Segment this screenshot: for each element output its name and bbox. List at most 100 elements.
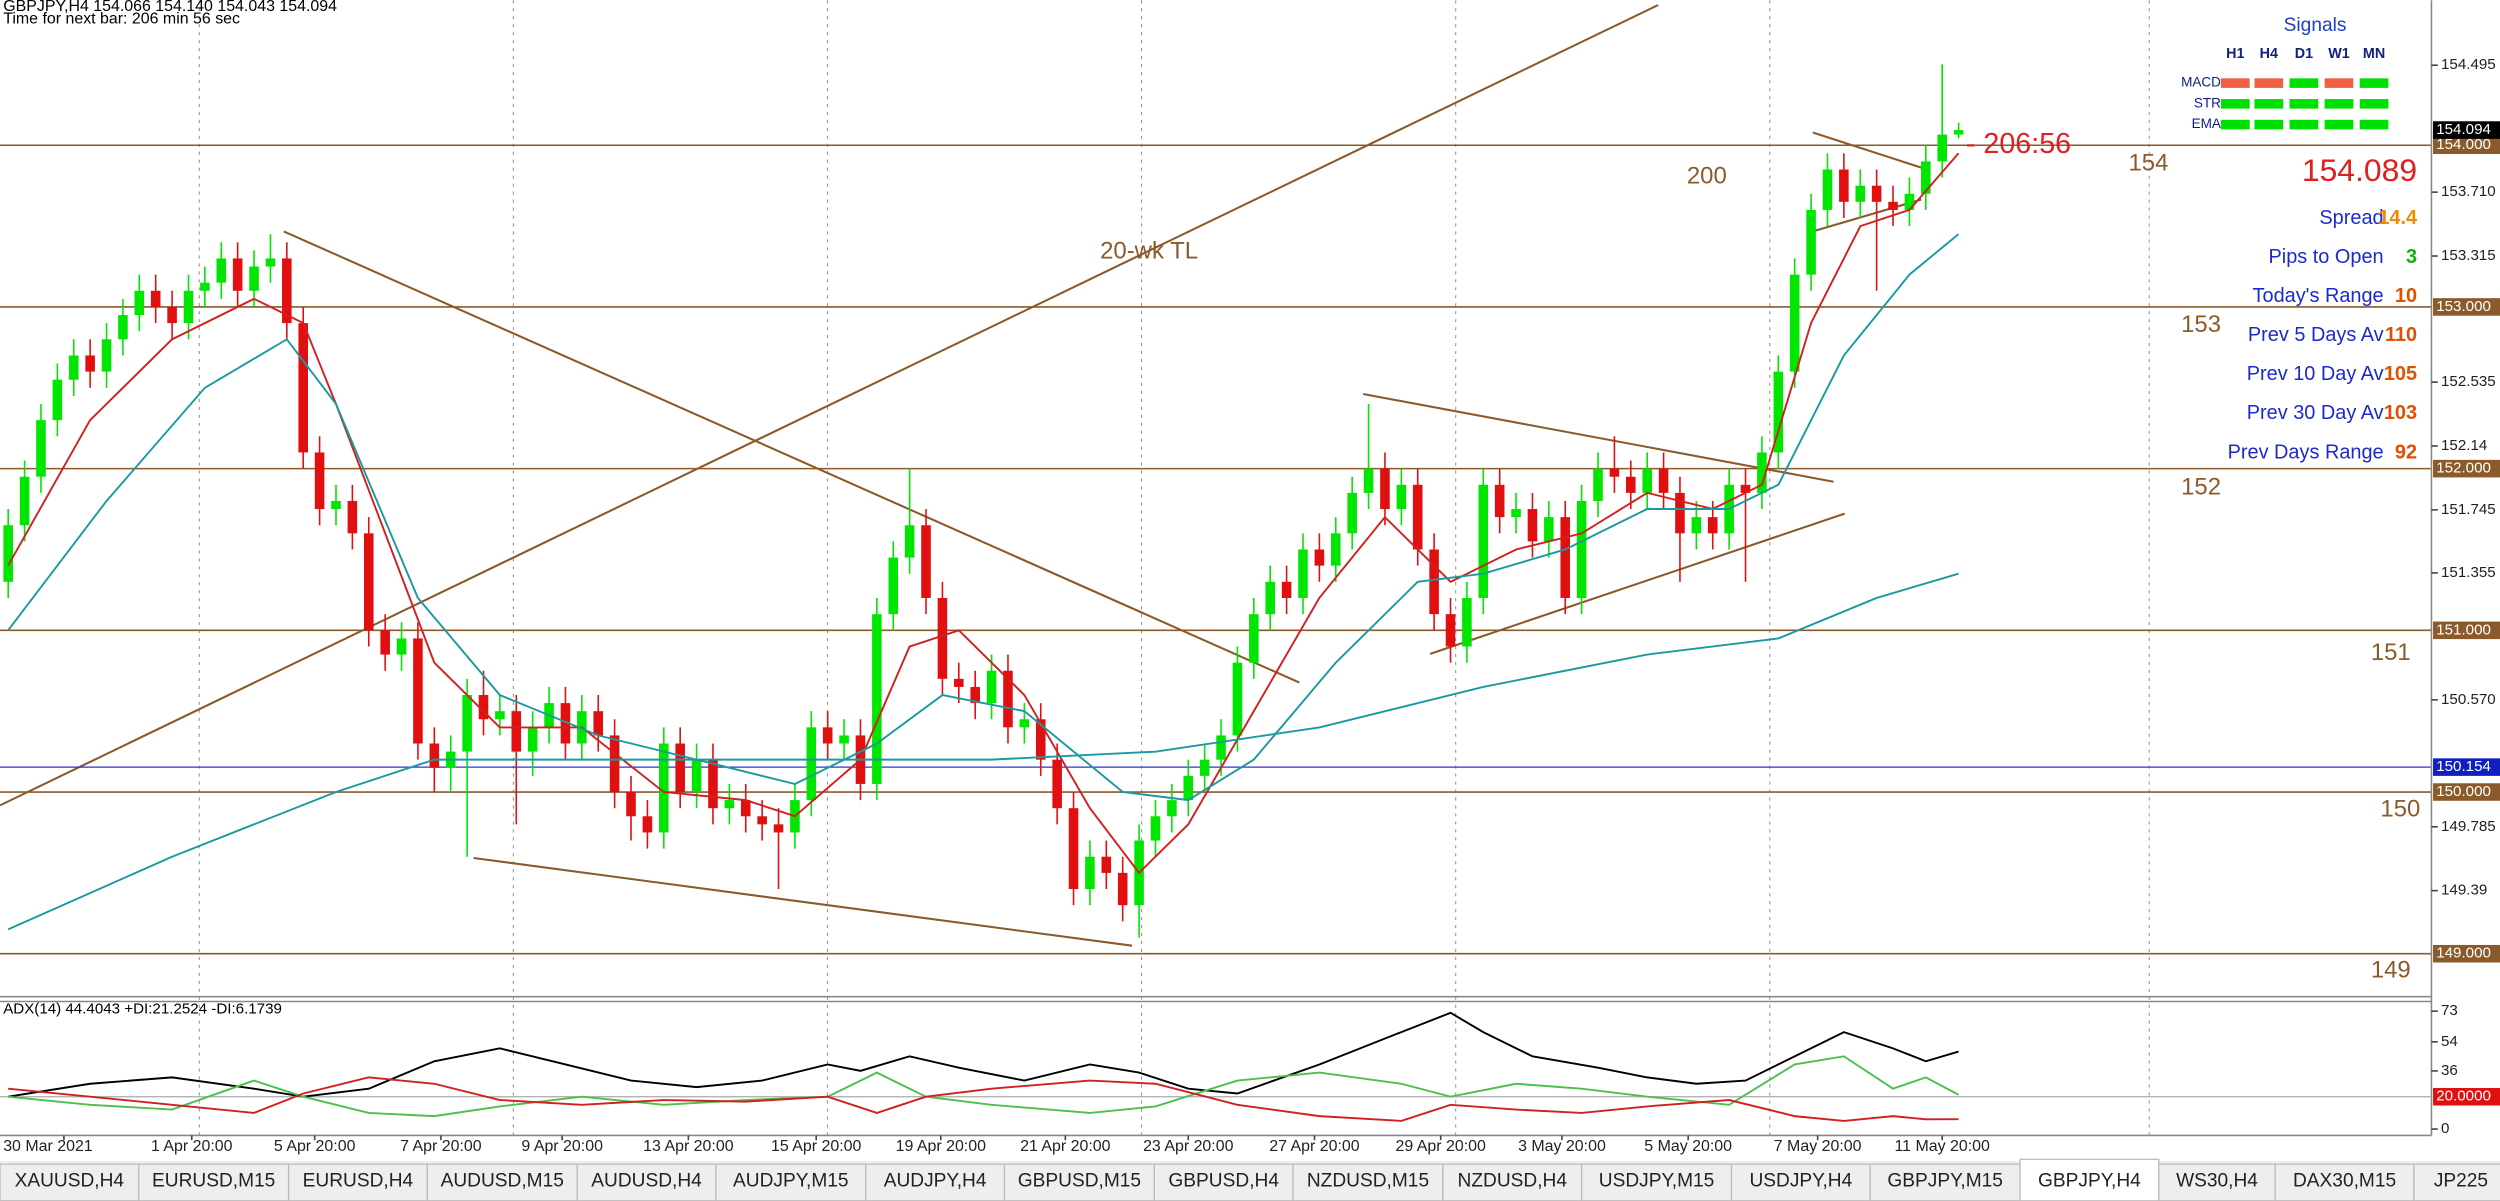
tab-label[interactable]: GBPUSD,H4	[1168, 1171, 1279, 1192]
indicator-level-box	[2433, 1087, 2500, 1106]
candle-body	[1462, 597, 1472, 647]
tab-label[interactable]: USDJPY,H4	[1749, 1171, 1852, 1192]
tab-label[interactable]: XAUUSD,H4	[15, 1171, 125, 1192]
signal-cell	[2254, 99, 2284, 109]
candle-body	[1167, 800, 1177, 817]
candle-body	[478, 695, 489, 720]
info-value: 3	[2406, 246, 2417, 268]
tab-label[interactable]: GBPJPY,M15	[1887, 1171, 2003, 1192]
tab-label[interactable]: WS30,H4	[2176, 1171, 2258, 1192]
candle-body	[527, 727, 538, 752]
tab-label[interactable]: USDJPY,M15	[1599, 1171, 1715, 1192]
x-tick-label: 27 Apr 20:00	[1269, 1138, 1360, 1155]
candle-body	[675, 743, 685, 793]
candle-body	[560, 703, 571, 744]
annotation: 20-wk TL	[1100, 237, 1198, 264]
tab[interactable]	[426, 1163, 578, 1201]
level-label: 150.000	[2436, 783, 2491, 800]
candle-body	[1494, 484, 1505, 518]
candle-body	[1150, 816, 1161, 841]
tab[interactable]	[2019, 1158, 2160, 1201]
candle-body	[101, 339, 112, 372]
tab-label[interactable]: DAX30,M15	[2293, 1171, 2396, 1192]
candle-body	[1396, 484, 1407, 510]
candle-body	[85, 355, 95, 372]
y-tick-label: 151.745	[2441, 501, 2496, 518]
candle-body	[282, 258, 292, 324]
tab-label[interactable]: JP225	[2434, 1171, 2488, 1192]
candle-body	[872, 614, 882, 784]
candle-body	[68, 355, 79, 380]
annotation: 149	[2371, 957, 2411, 984]
tab-label[interactable]: EURUSD,H4	[303, 1171, 414, 1192]
tab[interactable]	[1153, 1163, 1294, 1201]
x-tick-label: 11 May 20:00	[1894, 1138, 1990, 1155]
info-label: Spread	[2319, 207, 2383, 229]
y-tick-label: 154.495	[2441, 56, 2496, 73]
candle-body	[1789, 274, 1800, 372]
overlay-line	[7, 572, 1959, 931]
x-tick-label: 30 Mar 2021	[3, 1138, 93, 1155]
annotation: 153	[2181, 311, 2221, 338]
tab-label[interactable]: NZDUSD,M15	[1307, 1171, 1429, 1192]
info-value: 14.4	[2378, 207, 2417, 229]
tab-label[interactable]: NZDUSD,H4	[1458, 1171, 1568, 1192]
candle-body	[1839, 169, 1849, 202]
tab[interactable]	[1580, 1163, 1733, 1201]
candle-body	[1265, 581, 1276, 615]
signal-cell	[2289, 78, 2319, 88]
candle-body	[1347, 492, 1357, 534]
candle-body	[1560, 517, 1571, 598]
candle-body	[904, 525, 915, 558]
signal-row-label: MACD	[2181, 75, 2221, 90]
tab-label[interactable]: AUDJPY,M15	[733, 1171, 849, 1192]
tab[interactable]	[1442, 1163, 1583, 1201]
trendline	[1812, 198, 1922, 233]
candle-body	[265, 258, 276, 267]
signal-column: H4	[2260, 46, 2278, 62]
tab-label[interactable]: AUDUSD,M15	[441, 1171, 564, 1192]
info-value: 105	[2384, 363, 2417, 385]
last-price-label: 154.094	[2436, 121, 2491, 138]
signal-cell	[2359, 99, 2389, 109]
tab-label[interactable]: AUDUSD,H4	[591, 1171, 702, 1192]
candle-body	[1544, 517, 1554, 542]
candle-body	[511, 711, 522, 752]
tab[interactable]	[1869, 1163, 2021, 1201]
tab-label[interactable]: GBPJPY,H4	[2038, 1171, 2141, 1192]
candle-body	[1003, 670, 1013, 728]
x-tick-label: 7 May 20:00	[1774, 1138, 1862, 1155]
signal-cell	[2289, 99, 2319, 109]
candle-body	[347, 500, 358, 534]
tab[interactable]	[2274, 1163, 2415, 1201]
tab[interactable]	[1730, 1163, 1871, 1201]
candle-body	[429, 743, 440, 768]
candle-body	[413, 638, 423, 744]
tab[interactable]	[0, 1163, 140, 1201]
candle-body	[1888, 201, 1898, 210]
level-label: 154.000	[2436, 136, 2491, 153]
candle-body	[921, 525, 931, 598]
candle-body	[593, 711, 604, 736]
x-tick-label: 9 Apr 20:00	[521, 1138, 603, 1155]
candle-body	[659, 743, 669, 833]
tab-label[interactable]: AUDJPY,H4	[884, 1171, 987, 1192]
candle-body	[986, 670, 997, 704]
tab-label[interactable]: GBPUSD,M15	[1018, 1171, 1141, 1192]
candle-body	[183, 290, 194, 324]
candle-body	[298, 323, 308, 453]
signal-cell	[2359, 78, 2389, 88]
level-box	[2433, 136, 2500, 155]
signal-cell	[2254, 119, 2284, 130]
candle-body	[200, 282, 210, 291]
tab[interactable]	[715, 1163, 867, 1201]
candle-body	[1183, 775, 1194, 801]
candle-body	[118, 315, 128, 340]
candle-body	[1871, 185, 1882, 202]
level-box	[2433, 298, 2500, 316]
overlay-line	[8, 1055, 1959, 1118]
candle-body	[954, 678, 964, 687]
tab-label[interactable]: EURUSD,M15	[152, 1171, 275, 1192]
signal-cell	[2220, 78, 2250, 88]
candle-body	[462, 695, 472, 752]
